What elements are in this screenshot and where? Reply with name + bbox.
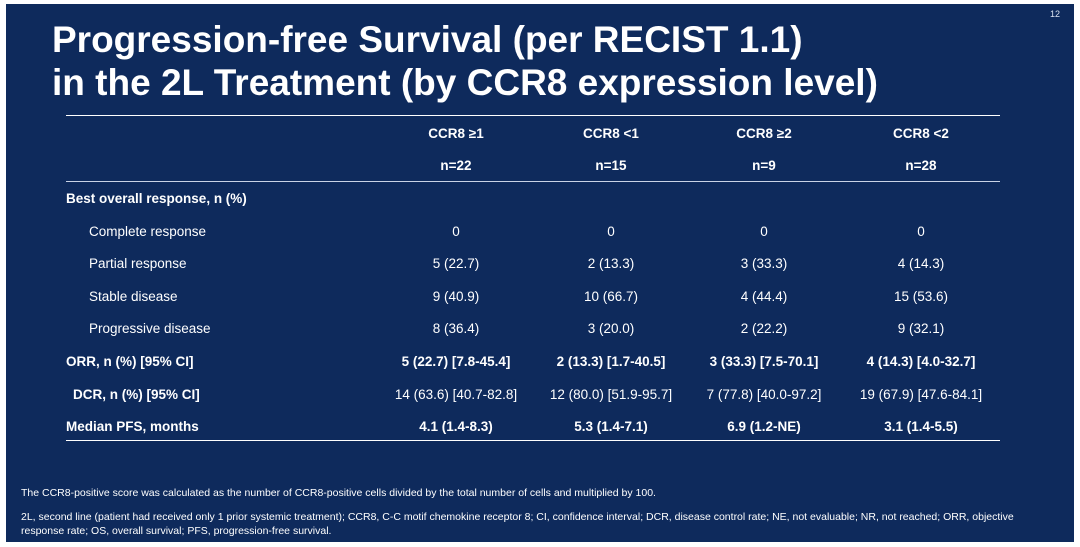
table-cell: 10 (66.7) (583, 288, 639, 304)
table-cell: 9 (32.1) (897, 321, 945, 337)
table-top-rule (66, 115, 1000, 116)
header-empty-cell (66, 150, 376, 183)
table-cell: 3 (20.0) (587, 321, 635, 337)
table-cell: 0 (452, 223, 460, 239)
table-cell: 2 (13.3) (587, 256, 635, 272)
column-n-ccr8-lt1: n=15 (595, 158, 627, 174)
table-cell: 4 (44.4) (740, 288, 788, 304)
table-row: Partial response 5 (22.7) 2 (13.3) 3 (33… (66, 247, 1000, 280)
column-header-ccr8-lt2: CCR8 <2 (893, 125, 949, 141)
table-cell: 2 (13.3) [1.7-40.5] (556, 353, 666, 369)
slide-title-line-2: in the 2L Treatment (by CCR8 expression … (52, 62, 878, 103)
table-header-rule (66, 181, 1000, 182)
row-label: ORR, n (%) [95% CI] (66, 353, 194, 369)
slide-title-line-1: Progression-free Survival (per RECIST 1.… (52, 19, 803, 60)
table-cell: 0 (917, 223, 925, 239)
slide-title: Progression-free Survival (per RECIST 1.… (52, 18, 878, 104)
page-number: 12 (1049, 9, 1060, 19)
table-cell: 15 (53.6) (893, 288, 949, 304)
table-cell: 0 (760, 223, 768, 239)
section-heading-best-overall-response: Best overall response, n (%) (66, 190, 247, 206)
response-table: CCR8 ≥1 CCR8 <1 CCR8 ≥2 CCR8 <2 n=22 n=1… (66, 117, 1000, 443)
table-cell: 14 (63.6) [40.7-82.8] (394, 386, 518, 402)
column-header-ccr8-lt1: CCR8 <1 (583, 125, 639, 141)
row-label: Complete response (89, 223, 207, 239)
header-empty-cell (66, 117, 376, 150)
table-cell: 7 (77.8) [40.0-97.2] (706, 386, 822, 402)
header-row-n: n=22 n=15 n=9 n=28 (66, 150, 1000, 183)
table-cell: 9 (40.9) (432, 288, 480, 304)
footnote-abbreviations: 2L, second line (patient had received on… (21, 511, 1014, 537)
table-cell: 4 (14.3) [4.0-32.7] (866, 353, 976, 369)
table-cell: 5 (22.7) [7.8-45.4] (401, 353, 511, 369)
table-cell: 5.3 (1.4-7.1) (574, 419, 648, 435)
table-cell: 12 (80.0) [51.9-95.7] (549, 386, 673, 402)
table-cell: 4 (14.3) (897, 256, 945, 272)
row-label: DCR, n (%) [95% CI] (73, 386, 200, 402)
table-cell: 3 (33.3) (740, 256, 788, 272)
row-label: Progressive disease (89, 321, 211, 337)
header-row-labels: CCR8 ≥1 CCR8 <1 CCR8 ≥2 CCR8 <2 (66, 117, 1000, 150)
column-header-ccr8-ge1: CCR8 ≥1 (428, 125, 484, 141)
table-cell: 5 (22.7) (432, 256, 480, 272)
row-label: Stable disease (89, 288, 178, 304)
footnote-score-note: The CCR8-positive score was calculated a… (21, 487, 656, 499)
section-heading-row: Best overall response, n (%) (66, 182, 1000, 215)
table-row: Complete response 0 0 0 0 (66, 215, 1000, 248)
table-bottom-rule (66, 440, 1000, 441)
table-row-dcr: DCR, n (%) [95% CI] 14 (63.6) [40.7-82.8… (66, 378, 1000, 411)
table-cell: 3.1 (1.4-5.5) (884, 419, 958, 435)
column-n-ccr8-lt2: n=28 (905, 158, 937, 174)
column-n-ccr8-ge1: n=22 (440, 158, 472, 174)
table-cell: 6.9 (1.2-NE) (727, 419, 801, 435)
row-label: Median PFS, months (66, 419, 199, 435)
column-n-ccr8-ge2: n=9 (752, 158, 776, 174)
table-cell: 19 (67.9) [47.6-84.1] (859, 386, 983, 402)
table-cell: 4.1 (1.4-8.3) (419, 419, 493, 435)
row-label: Partial response (89, 256, 187, 272)
table-cell: 2 (22.2) (740, 321, 788, 337)
column-header-ccr8-ge2: CCR8 ≥2 (736, 125, 792, 141)
table-row: Stable disease 9 (40.9) 10 (66.7) 4 (44.… (66, 280, 1000, 313)
table-row-median-pfs: Median PFS, months 4.1 (1.4-8.3) 5.3 (1.… (66, 410, 1000, 443)
table-cell: 3 (33.3) [7.5-70.1] (709, 353, 819, 369)
slide: 12 Progression-free Survival (per RECIST… (6, 4, 1074, 542)
table-row-orr: ORR, n (%) [95% CI] 5 (22.7) [7.8-45.4] … (66, 345, 1000, 378)
table-cell: 0 (607, 223, 615, 239)
table-cell: 8 (36.4) (432, 321, 480, 337)
table-row: Progressive disease 8 (36.4) 3 (20.0) 2 … (66, 313, 1000, 346)
